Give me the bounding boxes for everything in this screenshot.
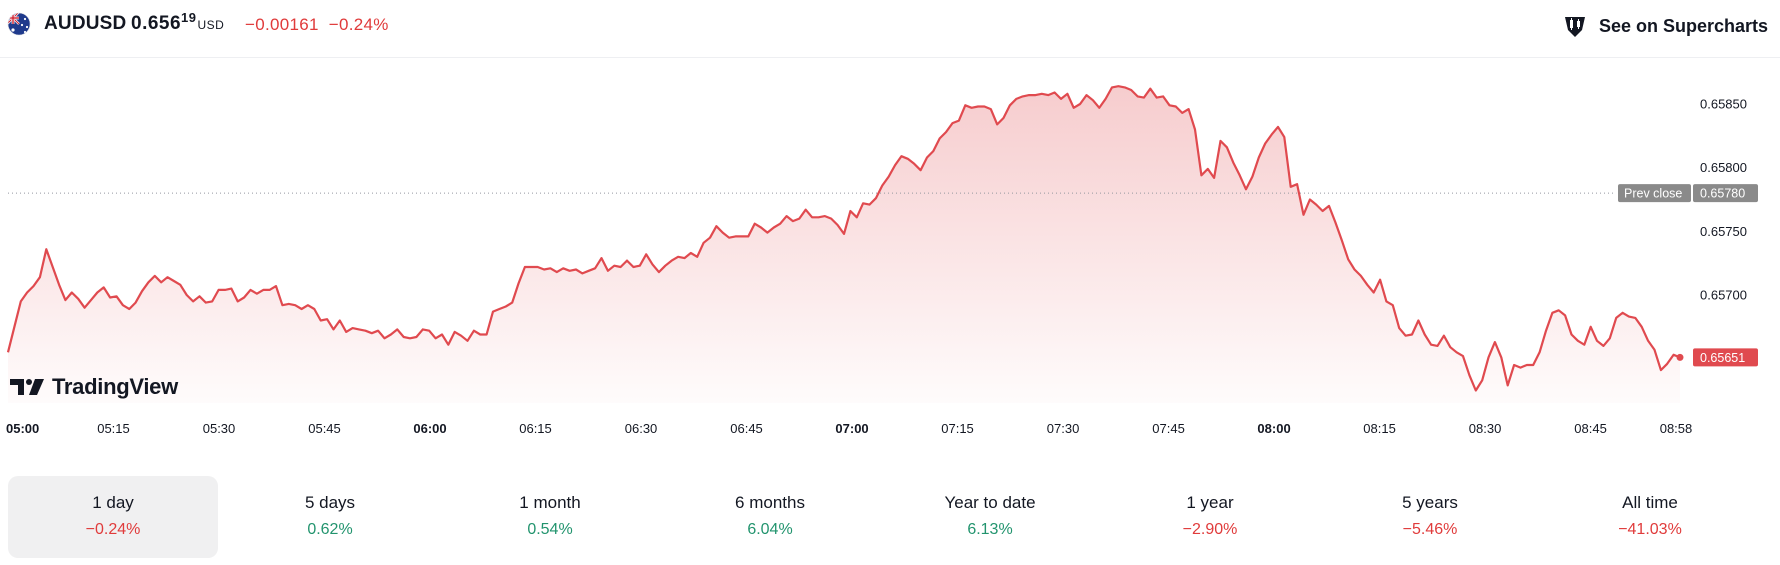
period-change: 0.62% [307, 521, 353, 538]
period-5-years[interactable]: 5 years −5.46% [1325, 476, 1535, 558]
period-5-days[interactable]: 5 days 0.62% [225, 476, 435, 558]
symbol-header: AUDUSD 0.65619USD −0.00161 −0.24% See on … [0, 0, 1780, 58]
period-label: 6 months [735, 493, 805, 512]
last-price-value: 0.65651 [1700, 351, 1745, 365]
period-change: −5.46% [1402, 521, 1458, 538]
period-label: 1 year [1186, 493, 1234, 512]
australia-flag-icon [7, 12, 31, 36]
period-1-year[interactable]: 1 year −2.90% [1105, 476, 1315, 558]
price-change: −0.00161 −0.24% [245, 15, 389, 35]
period-change: 6.13% [967, 521, 1013, 538]
prev-close-value-bg [1693, 184, 1758, 203]
y-axis: 0.65850 0.65800 0.65750 0.65700 [1700, 97, 1747, 303]
x-tick-label: 06:30 [625, 421, 658, 436]
price-main: 0.656 [131, 13, 182, 34]
period-label: 1 day [92, 493, 134, 512]
supercharts-candle-icon [1564, 17, 1585, 37]
x-tick-label: 05:00 [6, 421, 39, 436]
x-tick-label: 08:45 [1574, 421, 1607, 436]
change-absolute: −0.00161 [245, 15, 319, 34]
prev-close-tag: Prev close 0.65780 [1618, 184, 1758, 203]
x-tick-label: 07:00 [835, 421, 868, 436]
x-tick-label: 07:45 [1152, 421, 1185, 436]
last-price: 0.65619USD [131, 10, 225, 35]
period-label: 1 month [519, 493, 581, 512]
period-change: 6.04% [747, 521, 793, 538]
symbol-name: AUDUSD [44, 13, 127, 34]
y-tick-label: 0.65700 [1700, 288, 1747, 303]
y-tick-label: 0.65750 [1700, 224, 1747, 239]
period-change: −2.90% [1182, 521, 1238, 538]
period-year-to-date[interactable]: Year to date 6.13% [885, 476, 1095, 558]
period-6-months[interactable]: 6 months 6.04% [665, 476, 875, 558]
see-on-supercharts-button[interactable]: See on Supercharts [1561, 11, 1768, 41]
period-label: Year to date [944, 493, 1036, 512]
see-on-supercharts-label: See on Supercharts [1598, 15, 1768, 36]
tradingview-logo-text: TradingView [52, 374, 178, 399]
period-label: 5 years [1402, 493, 1458, 512]
last-price-dot [1676, 353, 1684, 361]
price-area-fill [8, 86, 1680, 403]
x-tick-label: 08:30 [1469, 421, 1502, 436]
x-tick-label: 05:45 [308, 421, 341, 436]
y-tick-label: 0.65850 [1700, 97, 1747, 112]
period-label: 5 days [304, 493, 356, 512]
performance-periods: 1 day −0.24% 5 days 0.62% 1 month 0.54% 6 mont… [8, 476, 1770, 558]
tradingview-logo[interactable]: TradingView [10, 374, 178, 400]
x-tick-label: 08:15 [1363, 421, 1396, 436]
prev-close-value: 0.65780 [1700, 187, 1745, 201]
x-tick-label: 05:15 [97, 421, 130, 436]
period-all-time[interactable]: All time −41.03% [1545, 476, 1755, 558]
x-tick-label: 08:58 [1660, 421, 1693, 436]
x-tick-label: 05:30 [203, 421, 236, 436]
prev-close-label: Prev close [1624, 187, 1682, 201]
period-label: All time [1622, 493, 1678, 512]
last-price-tag-bg [1693, 348, 1758, 367]
x-tick-label: 06:15 [519, 421, 552, 436]
x-tick-label: 07:30 [1047, 421, 1080, 436]
price-fraction: 19 [181, 10, 197, 25]
x-axis: 05:00 05:15 05:30 05:45 06:00 06:15 06:30 06:45… [6, 421, 1692, 436]
period-change: 0.54% [527, 521, 573, 538]
change-percent: −0.24% [328, 15, 389, 34]
last-price-tag: 0.65651 [1693, 348, 1758, 367]
x-tick-label: 06:00 [413, 421, 446, 436]
price-line [6, 85, 1681, 392]
period-1-month[interactable]: 1 month 0.54% [445, 476, 655, 558]
x-tick-label: 06:45 [730, 421, 763, 436]
period-change: −41.03% [1618, 521, 1682, 538]
prev-close-label-bg [1618, 184, 1691, 203]
y-tick-label: 0.65800 [1700, 160, 1747, 175]
period-1-day[interactable]: 1 day −0.24% [8, 476, 218, 558]
x-tick-label: 08:00 [1257, 421, 1290, 436]
tradingview-logo-icon [10, 379, 44, 395]
price-currency: USD [197, 18, 225, 32]
x-tick-label: 07:15 [941, 421, 974, 436]
period-change: −0.24% [85, 521, 141, 538]
